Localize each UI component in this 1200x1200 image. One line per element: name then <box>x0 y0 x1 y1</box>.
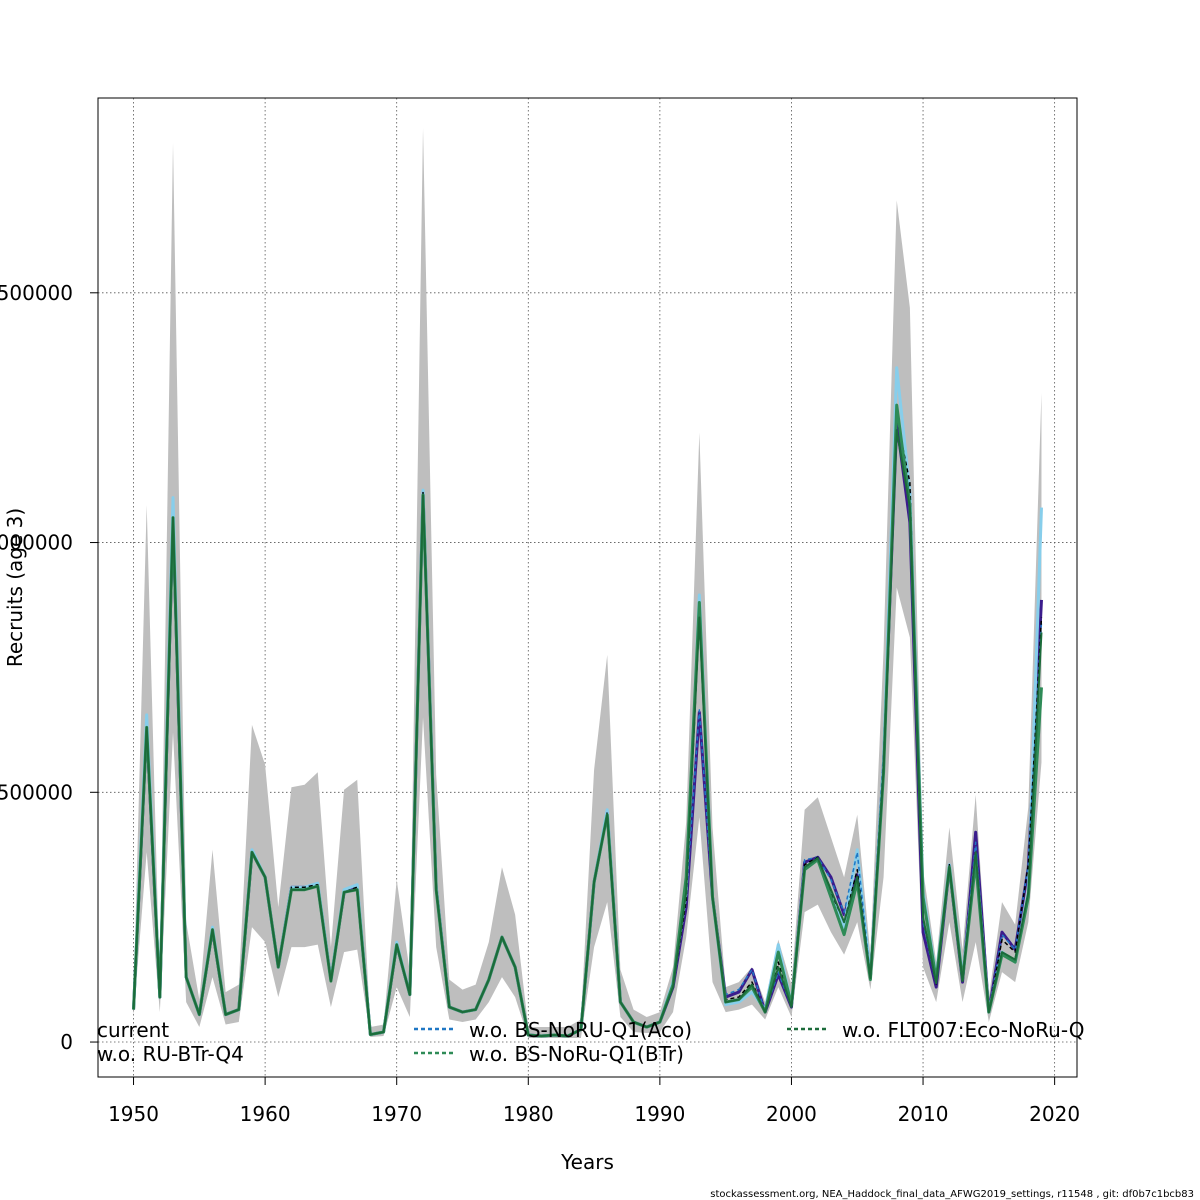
footer-note: stockassessment.org, NEA_Haddock_final_d… <box>710 1189 1194 1200</box>
y-tick-label: 0 <box>60 1030 73 1054</box>
y-axis: 0 500000 1000000 1500000 <box>0 281 98 1054</box>
legend-label: w.o. FLT007:Eco-NoRu-Q <box>842 1018 1085 1042</box>
x-axis-title: Years <box>560 1150 614 1174</box>
legend-label: w.o. RU-BTr-Q4 <box>97 1042 244 1066</box>
x-tick-label: 2000 <box>766 1102 817 1126</box>
series-line-6 <box>132 429 1043 1038</box>
grid <box>98 98 1077 1077</box>
y-tick-label: 500000 <box>0 780 73 804</box>
x-tick-label: 1990 <box>634 1102 685 1126</box>
series-lines <box>132 366 1043 1038</box>
x-tick-label: 1960 <box>240 1102 291 1126</box>
x-tick-label: 1980 <box>503 1102 554 1126</box>
x-axis: 1950 1960 1970 1980 1990 2000 2010 2020 <box>108 1076 1080 1126</box>
x-tick-label: 1950 <box>108 1102 159 1126</box>
x-tick-label: 2010 <box>898 1102 949 1126</box>
legend-label: w.o. BS-NoRu-Q1(BTr) <box>469 1042 684 1066</box>
x-tick-label: 2020 <box>1029 1102 1080 1126</box>
x-tick-label: 1970 <box>371 1102 422 1126</box>
y-tick-label: 1500000 <box>0 281 73 305</box>
legend-label: current <box>97 1018 169 1042</box>
y-axis-title: Recruits (age 3) <box>3 508 27 667</box>
confidence-band <box>133 127 1042 1039</box>
legend-label: w.o. BS-NoRU-Q1(Aco) <box>469 1018 692 1042</box>
y-tick-label: 1000000 <box>0 531 73 555</box>
confidence-band-area <box>133 127 1042 1039</box>
